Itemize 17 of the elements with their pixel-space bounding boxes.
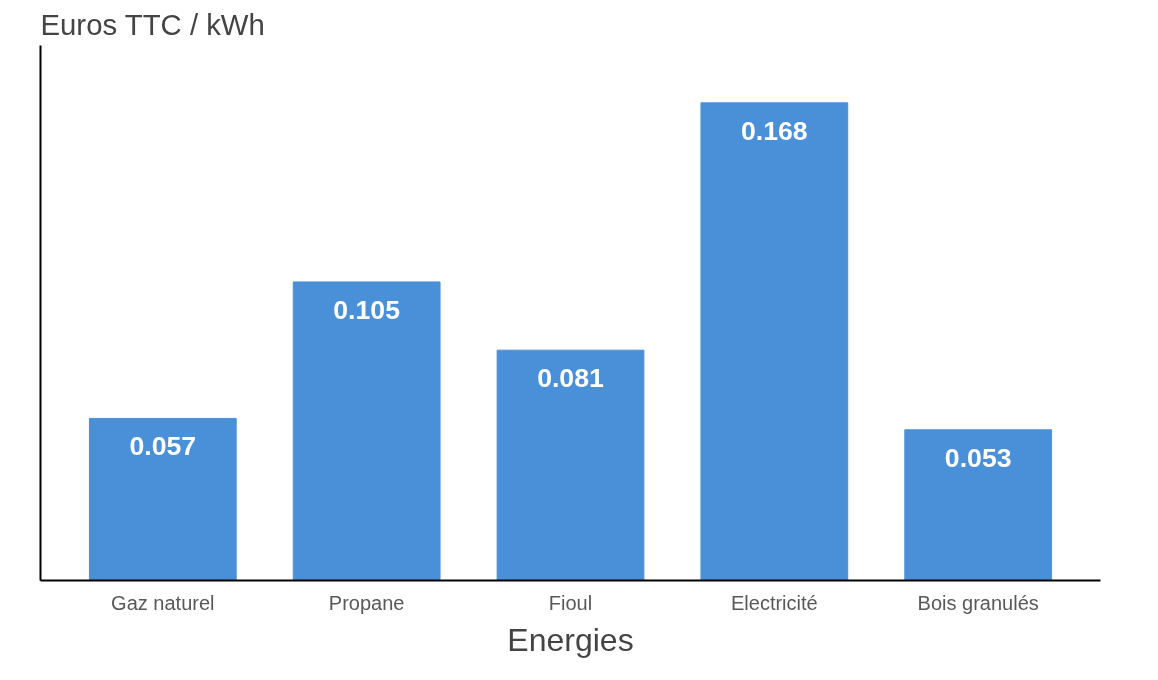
bar xyxy=(88,417,237,581)
x-tick-label: Electricité xyxy=(731,591,818,614)
x-tick-label: Gaz naturel xyxy=(111,591,215,614)
x-tick-label: Bois granulés xyxy=(917,591,1039,614)
x-axis-title: Energies xyxy=(507,621,634,658)
x-tick-label: Fioul xyxy=(548,591,593,614)
data-label: 0.105 xyxy=(333,294,401,325)
bar xyxy=(496,349,645,581)
y-axis-title: Euros TTC / kWh xyxy=(40,7,265,41)
data-label: 0.168 xyxy=(740,115,808,146)
data-label: 0.057 xyxy=(129,431,197,462)
bar xyxy=(292,281,441,581)
data-label: 0.081 xyxy=(537,363,605,394)
x-tick-label: Propane xyxy=(328,591,405,614)
data-label: 0.053 xyxy=(944,442,1012,473)
bar xyxy=(904,429,1053,581)
bar xyxy=(700,102,849,581)
